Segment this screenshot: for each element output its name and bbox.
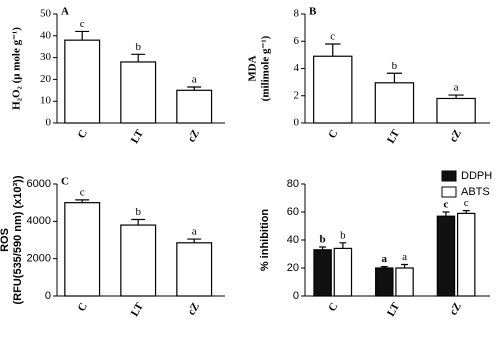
y-tick-label: 60 [287, 206, 299, 218]
y-tick-label: 50 [40, 8, 52, 20]
legend-swatch [441, 170, 457, 182]
y-axis-label: H₂O₂ (μ mole g⁻¹) [11, 27, 23, 110]
bar [120, 61, 157, 124]
error-bar [380, 266, 388, 268]
error-bar [462, 210, 470, 214]
error-bar [386, 72, 403, 83]
y-tick-label: 8 [294, 8, 300, 20]
significance-letter: c [330, 31, 335, 43]
significance-letter: a [402, 251, 407, 263]
y-tick-label: 0 [294, 117, 300, 129]
error-bar [131, 53, 146, 62]
x-tick-label: LT [385, 127, 403, 145]
y-tick-label: 6 [294, 35, 300, 47]
y-tick-label: 4000 [27, 215, 51, 227]
y-tick-label: 40 [40, 29, 52, 41]
y-tick-label: 30 [40, 51, 52, 63]
y-tick-label: 6000 [27, 178, 51, 190]
significance-letter: b [340, 229, 346, 241]
x-tick-label: LT [385, 300, 403, 318]
bar [313, 55, 353, 124]
error-bar [448, 94, 464, 99]
bar [313, 249, 332, 297]
y-tick-label: 2 [294, 89, 300, 101]
bar [375, 267, 394, 297]
significance-letter: a [454, 82, 459, 94]
error-bar [339, 242, 347, 249]
legend-swatch [441, 186, 457, 198]
panel-label: C [61, 176, 69, 188]
bar [64, 202, 101, 297]
bar [120, 224, 157, 297]
error-bar [187, 86, 202, 91]
significance-letter: c [80, 18, 85, 30]
significance-letter: b [135, 41, 141, 53]
y-axis-label: (milimole g⁻¹) [260, 35, 272, 101]
significance-letter: c [80, 186, 85, 198]
y-tick-label: 20 [287, 262, 299, 274]
bar [176, 89, 213, 124]
x-tick-label: LT [129, 127, 147, 145]
y-axis-label: ROS [0, 228, 11, 252]
x-tick-label: C [326, 301, 340, 314]
bar [176, 242, 213, 297]
y-tick-label: 0 [293, 290, 299, 302]
y-tick-label: 40 [287, 234, 299, 246]
bar [374, 82, 415, 124]
bar [333, 247, 353, 297]
error-bar [442, 211, 450, 217]
x-tick-label: cZ [185, 128, 202, 145]
error-bar [187, 238, 202, 243]
x-tick-label: C [326, 128, 340, 141]
significance-letter: a [192, 226, 197, 238]
legend-label: ABTS [461, 186, 490, 198]
x-tick-label: cZ [185, 301, 202, 318]
bar [456, 212, 476, 297]
significance-letter: c [464, 197, 469, 209]
y-tick-label: 20 [40, 73, 52, 85]
panel-label: A [61, 6, 69, 18]
significance-letter: b [135, 206, 141, 218]
y-tick-label: 10 [40, 95, 52, 107]
error-bar [401, 263, 409, 268]
significance-letter: b [320, 234, 326, 246]
significance-letter: b [392, 60, 398, 72]
y-tick-label: 0 [45, 290, 51, 302]
x-tick-label: C [76, 301, 90, 314]
x-tick-label: LT [129, 300, 147, 318]
x-tick-label: cZ [447, 301, 464, 318]
error-bar [75, 30, 90, 41]
error-bar [325, 43, 341, 57]
bar [395, 267, 414, 297]
bar [436, 215, 456, 297]
significance-letter: a [382, 253, 388, 265]
y-tick-label: 4 [294, 62, 300, 74]
y-tick-label: 2000 [27, 253, 51, 265]
error-bar [319, 246, 327, 250]
x-tick-label: C [76, 128, 90, 141]
x-tick-label: cZ [447, 128, 464, 145]
error-bar [75, 199, 90, 203]
legend-label: DDPH [461, 170, 492, 182]
significance-letter: c [444, 199, 449, 211]
bar [436, 97, 476, 124]
y-axis-label: MDA [247, 55, 259, 81]
error-bar [131, 218, 146, 226]
significance-letter: a [192, 74, 197, 86]
y-axis-label: (RFU(535/590 nm) (x10³)) [12, 175, 24, 304]
y-tick-label: 0 [46, 117, 52, 129]
y-axis-label: % inhibition [259, 209, 271, 272]
panel-label: B [309, 6, 317, 18]
y-tick-label: 80 [287, 178, 299, 190]
bar [64, 39, 101, 124]
